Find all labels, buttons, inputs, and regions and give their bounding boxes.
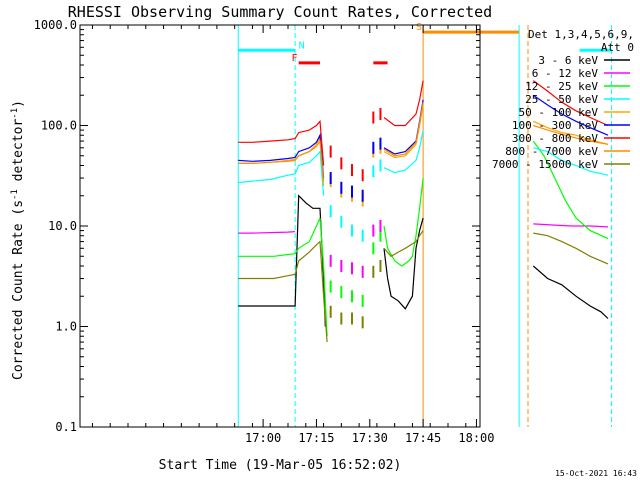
- y-axis-label-main: Corrected Count Rate (s: [11, 200, 26, 380]
- series-line-1-segment-1: [533, 223, 609, 228]
- series-line-5-segment-2: [532, 94, 609, 136]
- data-point-5-3: [361, 316, 364, 329]
- data-point-4-3: [361, 294, 364, 307]
- y-axis-label-end: ): [11, 100, 26, 108]
- x-tick-label: 17:45: [405, 431, 441, 445]
- data-point-5-5: [379, 259, 382, 272]
- data-point-6-2: [351, 262, 353, 275]
- series-line-0-segment-0: [238, 194, 326, 327]
- data-point-0-0: [329, 145, 332, 158]
- y-axis-label-mid: detector: [11, 119, 26, 190]
- flag-N-label: N: [299, 40, 305, 51]
- data-point-2-5: [379, 137, 382, 150]
- legend-header-attenuator: Att 0: [601, 41, 634, 54]
- x-tick-label: 17:00: [245, 431, 281, 445]
- data-point-0-1: [340, 157, 343, 170]
- y-axis-label-sup2: -1: [10, 108, 20, 119]
- chart-title: RHESSI Observing Summary Count Rates, Co…: [68, 3, 492, 21]
- data-point-2-1: [340, 181, 343, 194]
- series-line-7-segment-1: [383, 102, 424, 157]
- data-point-2-2: [351, 185, 353, 198]
- series-line-2-segment-2: [532, 140, 609, 240]
- legend-label-2: 12 - 25 keV: [525, 80, 598, 93]
- series-line-7-segment-2: [533, 124, 609, 145]
- y-tick-label: 1000.0: [34, 18, 77, 32]
- x-tick-label: 17:15: [298, 431, 334, 445]
- series-line-6-segment-2: [532, 80, 609, 127]
- legend-label-0: 3 - 6 keV: [538, 54, 598, 67]
- series-line-3-segment-0: [238, 150, 325, 196]
- data-point-0-4: [372, 111, 375, 124]
- data-point-0-2: [351, 164, 353, 177]
- data-point-2-0: [329, 172, 332, 185]
- series-line-6-segment-1: [383, 80, 424, 127]
- data-point-4-4: [372, 242, 375, 255]
- x-axis-label: Start Time (19-Mar-05 16:52:02): [159, 458, 402, 473]
- data-point-5-1: [340, 312, 343, 325]
- data-point-3-2: [351, 224, 353, 237]
- data-point-2-4: [372, 141, 375, 154]
- flag-F-label: F: [292, 53, 298, 64]
- data-point-3-1: [340, 215, 343, 228]
- legend-label-5: 100 - 300 keV: [512, 119, 598, 132]
- series-line-3-segment-2: [533, 147, 609, 176]
- y-axis-label: Corrected Count Rate (s-1 detector-1): [10, 100, 26, 380]
- data-point-4-5: [379, 229, 382, 242]
- legend-header-detectors: Det 1,3,4,5,6,9,: [528, 28, 634, 41]
- series-line-5-segment-0: [238, 133, 325, 179]
- plot-frame: [79, 24, 481, 428]
- y-tick-label: 1.0: [55, 320, 77, 334]
- y-axis-label-sup1: -1: [10, 189, 20, 200]
- series-line-8-segment-2: [533, 232, 609, 265]
- legend-label-3: 25 - 50 keV: [525, 93, 598, 106]
- data-point-6-0: [329, 254, 332, 267]
- y-tick-label: 100.0: [41, 119, 77, 133]
- data-point-5-0: [329, 305, 332, 318]
- series-line-0-segment-2: [532, 265, 609, 319]
- series-line-6-segment-0: [238, 119, 325, 166]
- data-point-4-0: [329, 280, 332, 293]
- series-line-0-segment-1: [383, 217, 424, 310]
- series-line-3-segment-1: [383, 129, 424, 174]
- series-line-8-segment-0: [238, 240, 328, 343]
- data-point-4-1: [340, 286, 343, 299]
- series-line-4-segment-2: [533, 120, 609, 145]
- data-point-6-1: [340, 259, 343, 272]
- data-point-6-3: [361, 265, 364, 278]
- plot-area: NF S: [237, 22, 613, 427]
- data-point-0-3: [361, 169, 364, 182]
- axes: 17:00 17:15 17:30 17:45 18:00 0.1 1.0 10.0 100.0…: [34, 18, 495, 445]
- series-line-1-segment-0: [238, 231, 296, 234]
- footer-date: 15-Oct-2021 16:43: [555, 469, 637, 478]
- data-point-3-3: [361, 229, 364, 242]
- legend-label-4: 50 - 100 keV: [519, 106, 599, 119]
- x-tick-label: 17:30: [352, 431, 388, 445]
- legend-label-7: 800 - 7000 keV: [505, 145, 598, 158]
- data-point-5-2: [351, 312, 353, 325]
- series-line-7-segment-0: [238, 139, 325, 182]
- data-point-6-5: [379, 220, 382, 232]
- legend-label-8: 7000 - 15000 keV: [492, 158, 598, 171]
- data-point-3-0: [329, 205, 332, 218]
- data-point-5-4: [372, 265, 375, 278]
- data-point-0-5: [379, 108, 382, 121]
- data-point-3-4: [372, 165, 375, 178]
- flag-S-label: S: [416, 22, 422, 33]
- legend-label-1: 6 - 12 keV: [532, 67, 599, 80]
- y-tick-label: 0.1: [55, 420, 77, 434]
- data-point-4-2: [351, 290, 353, 303]
- series-line-8-segment-1: [383, 230, 424, 258]
- legend-label-6: 300 - 800 keV: [512, 132, 598, 145]
- data-point-3-5: [379, 159, 382, 172]
- data-point-6-4: [372, 224, 375, 237]
- x-tick-label: 18:00: [458, 431, 494, 445]
- series-line-2-segment-0: [238, 217, 328, 337]
- data-point-2-3: [361, 189, 364, 202]
- series-line-2-segment-1: [383, 177, 424, 267]
- y-tick-label: 10.0: [48, 219, 77, 233]
